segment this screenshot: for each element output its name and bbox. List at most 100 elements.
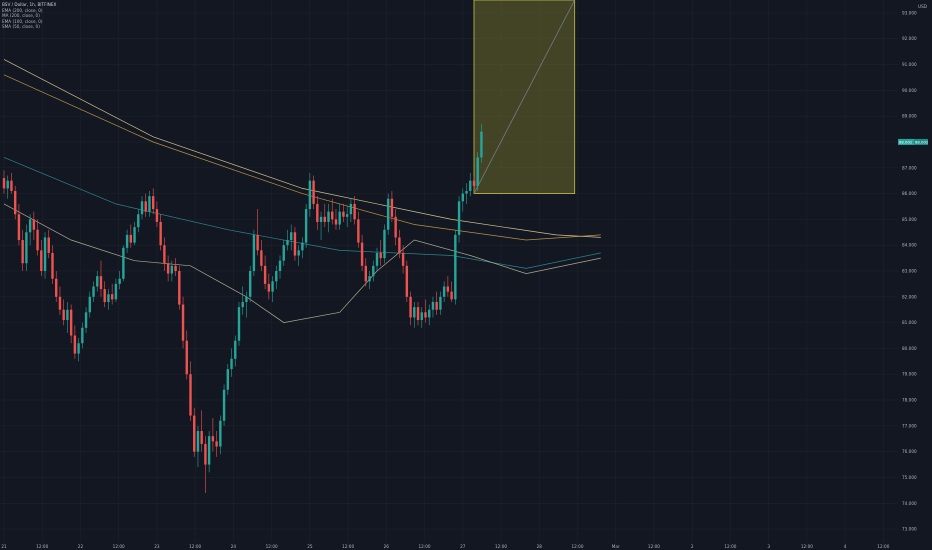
legend-indicator-ma200[interactable]: MA (200, close, 0) [2,13,40,19]
candle-body [21,240,24,264]
candle-body [77,343,80,354]
candle-body [133,227,136,243]
time-tick-label: 24 [231,544,237,549]
candle-body [92,286,95,297]
ema100-line [3,157,601,269]
candle-body [357,219,360,243]
candle-body [334,219,338,225]
price-tick-label: 78.000 [902,398,917,403]
time-tick-label: 12:00 [266,544,278,549]
candle-body [66,309,69,321]
candle-body [118,278,121,284]
candle-body [40,250,43,271]
candle-body [267,283,271,292]
legend-indicator-ema200[interactable]: EMA (200, close, 0) [2,7,43,13]
candle-body [416,307,420,321]
time-axis[interactable]: 21 12:00 22 12:00 23 12:00 24 12:00 25 12:00 26 12:… [1,544,889,549]
ema200-line [3,59,601,238]
candle-body [96,276,99,287]
candle-body [148,196,151,212]
candle-body [129,234,133,243]
candle-body [457,201,461,235]
candle-body [174,265,177,271]
price-tick-label: 86.000 [902,191,917,196]
price-tick-label: 76.000 [902,449,917,454]
candle-body [301,242,304,251]
countdown-price-tag [914,138,928,145]
candle-body [234,340,237,359]
candle-body [461,193,464,202]
candle-body [465,190,468,194]
price-tick-label: 91.000 [902,62,917,67]
candle-body [442,286,446,297]
candle-body [178,271,181,305]
candle-body [181,304,185,341]
candle-body [360,242,364,266]
time-tick-label: 28 [537,544,543,549]
candle-body [159,221,162,246]
candle-body [282,245,285,261]
target-box[interactable] [473,0,576,194]
candle-body [84,312,88,328]
candle-body [469,180,472,191]
price-tick-label: 81.000 [902,320,917,325]
time-tick-label: 26 [384,544,390,549]
candle-body [32,219,36,230]
candle-body [55,278,58,297]
candle-body [28,219,32,233]
candle-body [290,232,293,241]
candle-body [379,252,382,259]
candle-body [241,301,244,308]
price-tick-label: 89.000 [902,114,917,119]
candle-body [353,203,356,220]
symbol-title: BSV / Dollar, 1h, BITFINEX [2,2,57,7]
candle-body [166,263,170,274]
candle-body [375,252,379,266]
time-tick-label: 12:00 [571,544,583,549]
candle-body [394,216,397,238]
candle-body [10,180,13,191]
candle-body [319,216,323,222]
candle-body [439,296,442,310]
candle-body [409,296,412,318]
candle-body [73,335,77,354]
candle-body [152,196,155,210]
candle-body [327,211,330,222]
candle-body [62,309,65,321]
legend-indicator-ema100[interactable]: EMA (100, close, 0) [2,18,43,24]
candle-body [211,436,215,442]
candle-body [207,436,211,465]
candle-body [58,296,62,310]
time-tick-label: 12:00 [724,544,736,549]
time-tick-label: 12:00 [113,544,125,549]
candle-body [454,234,457,300]
candle-body [428,309,431,318]
candle-body [345,214,349,217]
time-tick-label: 12:00 [342,544,354,549]
candle-body [17,214,21,241]
candle-body [170,265,174,274]
candle-body [103,289,106,302]
time-tick-label: 4 [844,544,847,549]
time-tick-label: 12:00 [877,544,889,549]
candle-body [125,234,129,248]
price-tick-label: 80.000 [902,346,917,351]
last-price-tag [898,138,914,145]
sma50-line [3,203,601,323]
price-tick-label: 84.000 [902,243,917,248]
candle-body [99,276,103,290]
candle-body [230,358,233,370]
price-axis[interactable]: 73.000 74.000 75.000 76.000 77.000 78.000 79.0… [902,4,927,532]
candle-body [237,307,241,341]
price-tags: 88.002 88.002 [898,138,929,145]
ma200-line [3,74,601,241]
legend-indicator-sma50[interactable]: SMA (50, close, 0) [2,24,40,30]
candle-body [69,309,73,336]
candle-body [304,209,308,243]
candle-body [140,201,144,215]
price-tick-label: 85.000 [902,217,917,222]
time-tick-label: 12:00 [648,544,660,549]
countdown-price-tag-text: 88.002 [915,139,929,144]
candle-body [189,374,192,416]
